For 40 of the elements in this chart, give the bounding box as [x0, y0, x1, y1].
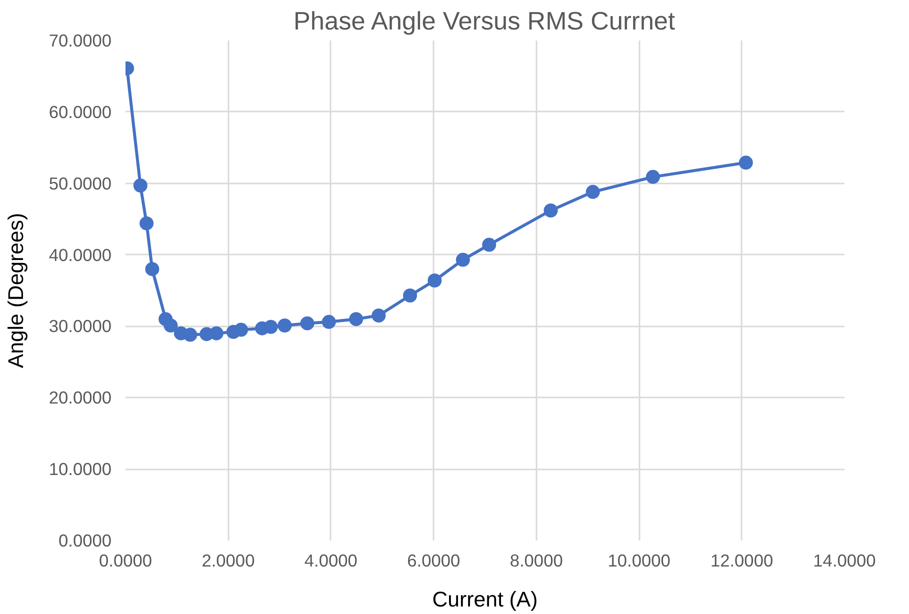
x-tick-label: 12.0000 [710, 550, 774, 570]
x-tick-label: 10.0000 [608, 550, 670, 570]
point [372, 308, 386, 322]
x-tick-label: 8.0000 [510, 550, 563, 570]
point [145, 262, 160, 276]
y-tick-label: 50.0000 [48, 173, 112, 194]
point [456, 252, 470, 267]
point [646, 170, 660, 184]
point [586, 184, 600, 199]
y-tick-label: 20.0000 [48, 388, 112, 408]
point [140, 216, 154, 230]
point [544, 204, 558, 218]
point [403, 288, 418, 302]
point [183, 328, 198, 342]
point [278, 318, 292, 332]
point [264, 320, 278, 334]
x-tick-label: 6.0000 [407, 550, 460, 570]
x-tick-label: 0.0000 [99, 550, 152, 570]
point [428, 274, 442, 288]
x-tick-label: 14.0000 [813, 550, 876, 570]
y-tick-label: 0.0000 [58, 530, 112, 550]
point [738, 156, 753, 170]
y-tick-label: 10.0000 [48, 459, 112, 480]
y-tick-label: 70.0000 [48, 30, 112, 50]
point [234, 322, 248, 337]
x-tick-label: 2.0000 [202, 550, 255, 570]
point [164, 318, 178, 332]
y-tick-label: 40.0000 [48, 244, 112, 265]
point [482, 238, 496, 252]
x-tick-label: 4.0000 [304, 550, 358, 570]
point [322, 314, 336, 329]
y-tick-label: 60.0000 [48, 102, 112, 122]
point [349, 312, 364, 326]
point [300, 316, 314, 330]
point [209, 326, 224, 340]
point [133, 178, 148, 192]
chart-title: Phase Angle Versus RMS Currnet [294, 8, 676, 36]
y-tick-label: 30.0000 [48, 316, 112, 336]
y-axis-title: Angle (Degrees) [4, 212, 28, 368]
x-axis-title: Current (A) [432, 588, 538, 612]
